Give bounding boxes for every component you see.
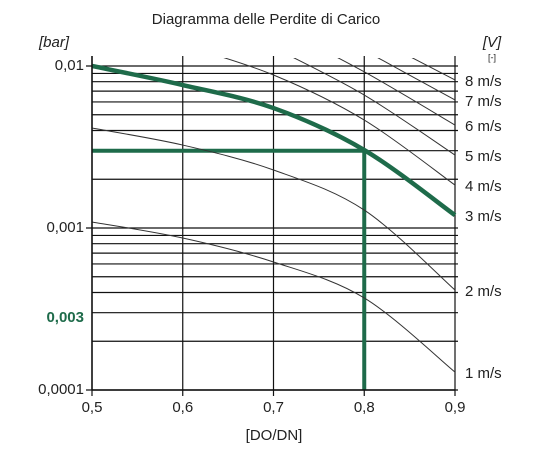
x-tick-label: 0,7 (263, 399, 284, 416)
curve (92, 221, 456, 373)
y-axis-label: [bar] (38, 34, 70, 51)
y2-axis-label: [V] (482, 34, 502, 51)
series-label: 5 m/s (465, 148, 502, 165)
y2-axis-sublabel: [-] (488, 52, 496, 62)
curve (92, 127, 456, 291)
annotation: 0,003 (46, 309, 84, 326)
curve (337, 58, 456, 126)
x-tick-label: 0,5 (82, 399, 103, 416)
x-axis-label: [DO/DN] (246, 427, 303, 444)
x-tick-label: 0,8 (354, 399, 375, 416)
series-label: 8 m/s (465, 73, 502, 90)
y-tick-label: 0,01 (55, 57, 84, 74)
series-label: 1 m/s (465, 365, 502, 382)
series-label: 4 m/s (465, 178, 502, 195)
curve (92, 63, 457, 218)
x-tick-label: 0,9 (445, 399, 466, 416)
y-tick-label: 0,001 (46, 219, 84, 236)
curve (223, 58, 456, 186)
series-label: 2 m/s (465, 283, 502, 300)
series-label: 3 m/s (465, 208, 502, 225)
series-label: 7 m/s (465, 93, 502, 110)
y-tick-label: 0,0001 (38, 381, 84, 398)
curve (377, 58, 456, 101)
series-label: 6 m/s (465, 118, 502, 135)
curve (293, 58, 456, 156)
x-tick-label: 0,6 (172, 399, 193, 416)
curve (411, 58, 456, 81)
chart-title: Diagramma delle Perdite di Carico (152, 11, 380, 28)
